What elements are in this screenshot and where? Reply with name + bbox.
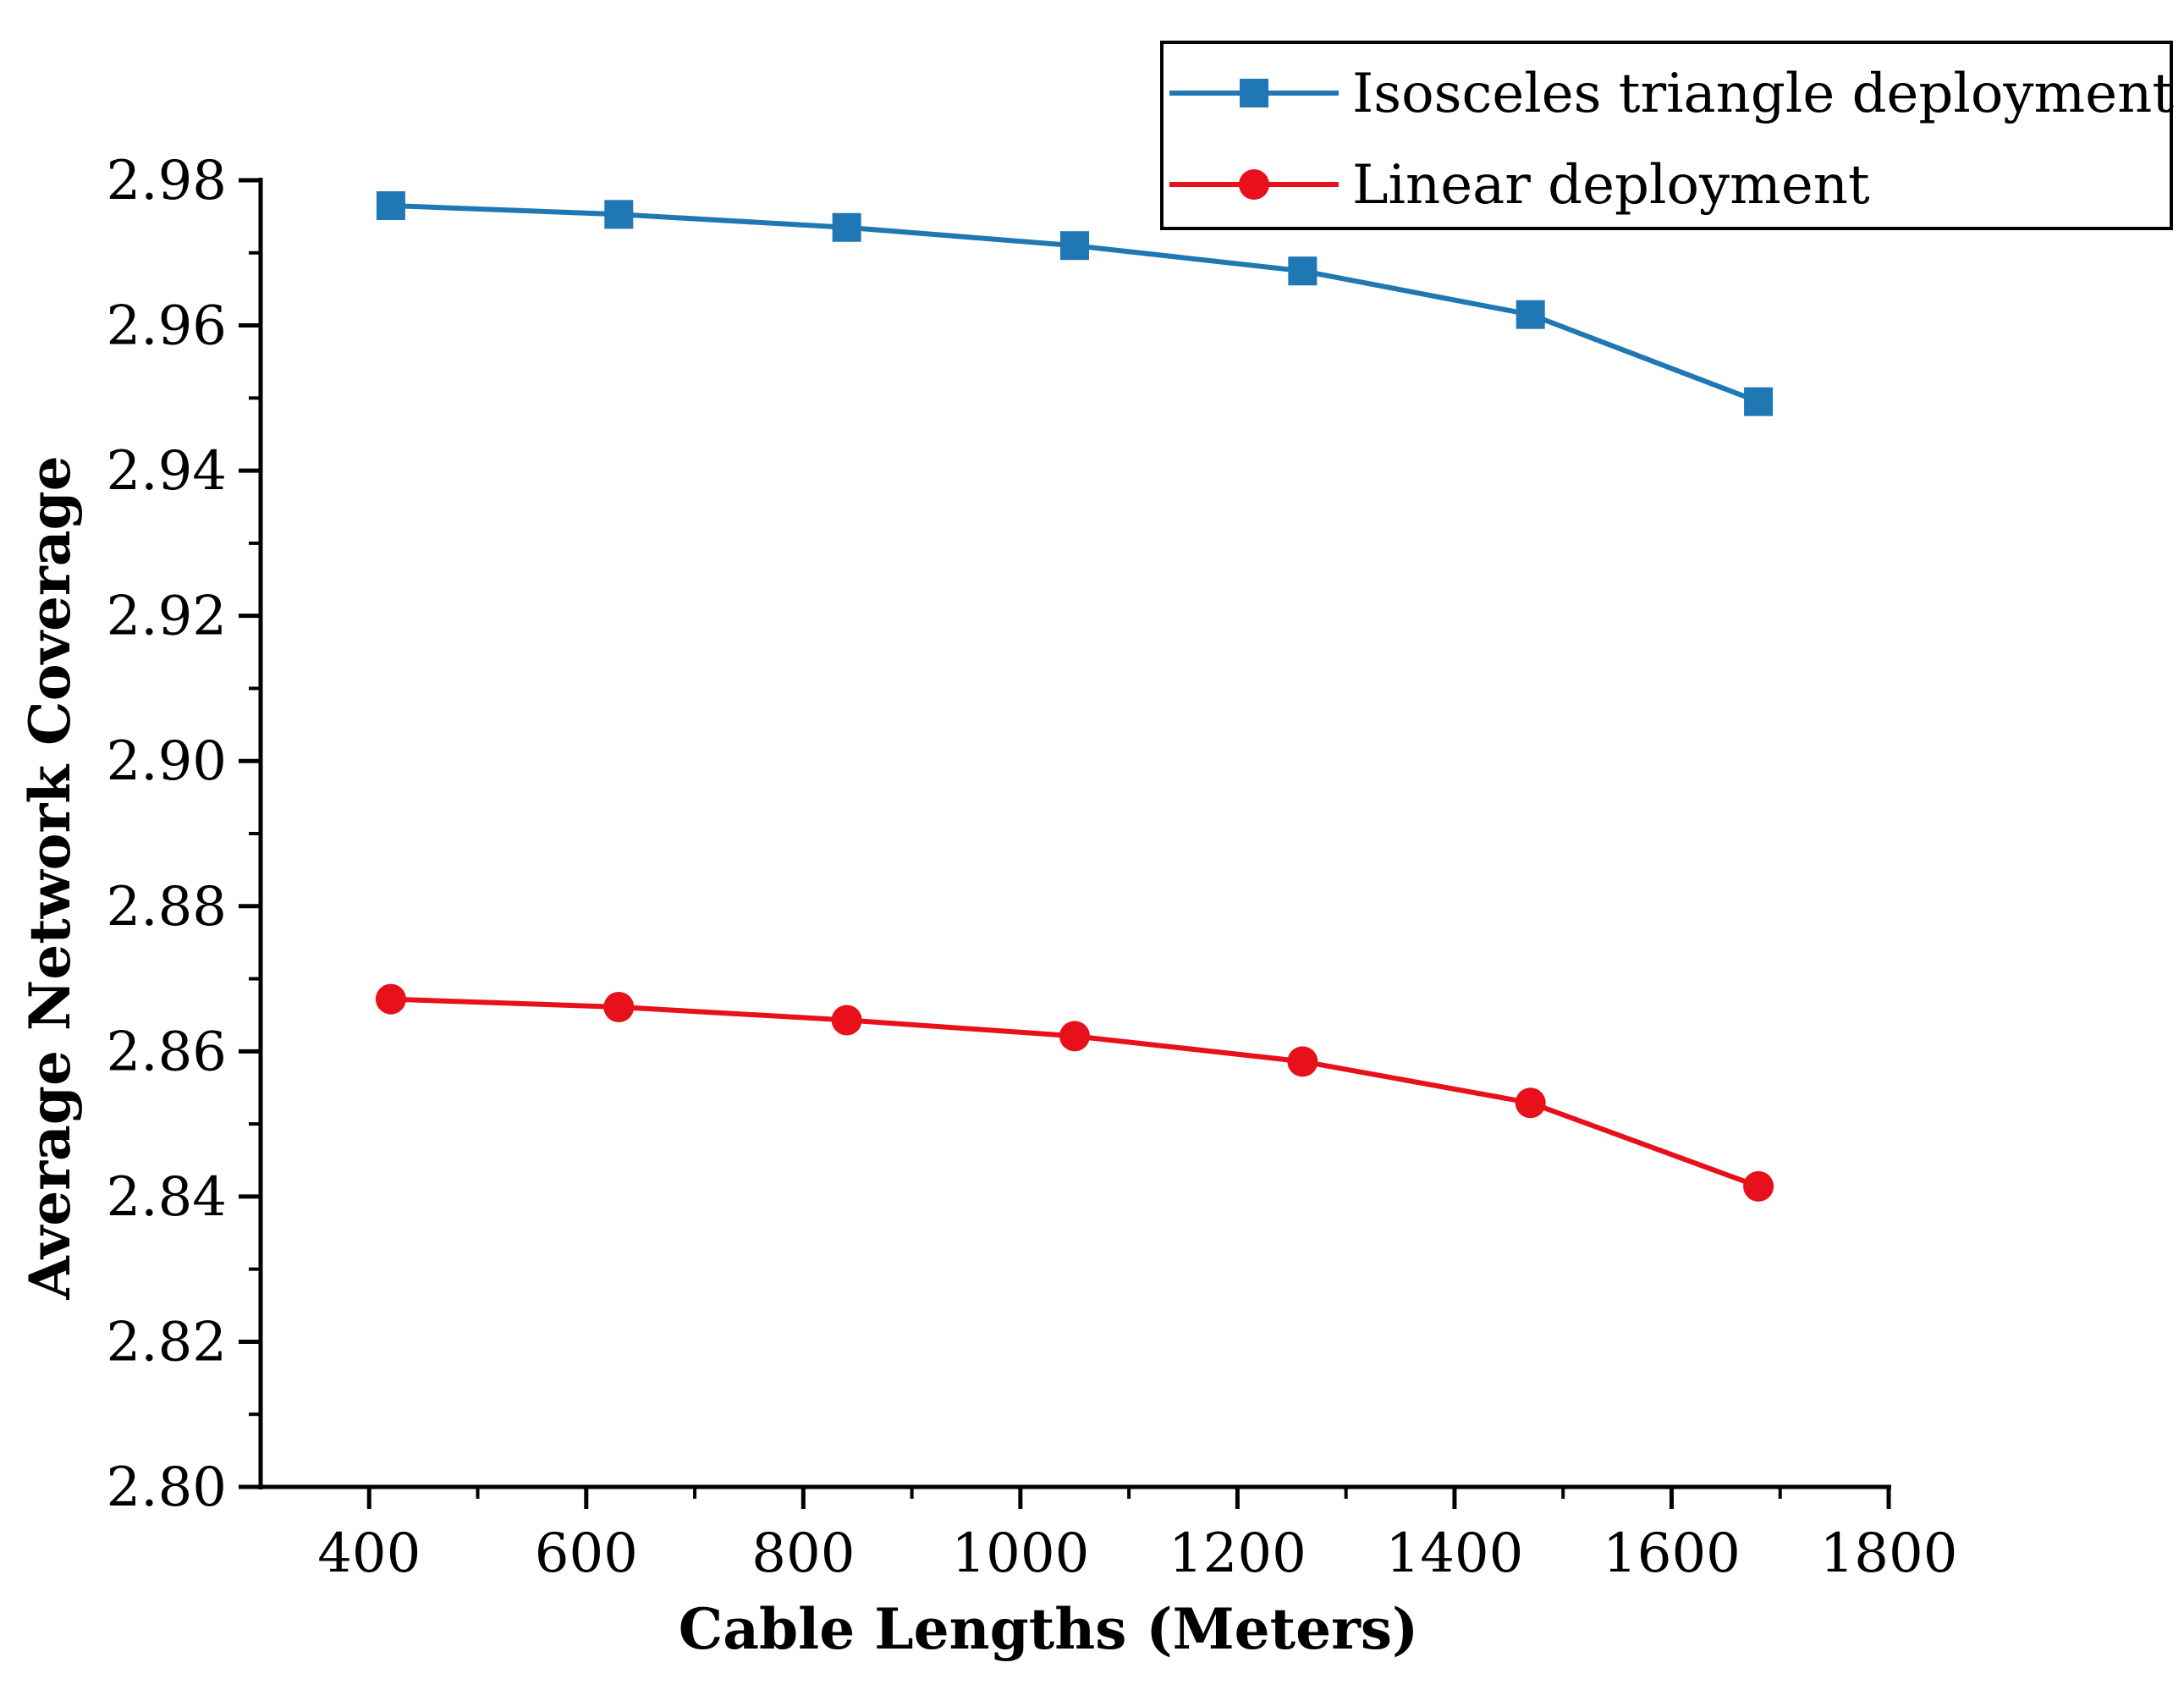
legend-label: Linear deployment: [1352, 154, 1870, 217]
y-tick-label: 2.82: [107, 1311, 228, 1373]
data-point-circle: [1515, 1087, 1546, 1119]
x-tick-label: 1400: [1385, 1522, 1523, 1585]
series-2: [375, 983, 1774, 1202]
data-point-square: [1288, 256, 1318, 286]
y-tick-label: 2.84: [107, 1166, 228, 1229]
legend-marker-circle: [1239, 169, 1269, 200]
legend-item: Linear deployment: [1169, 154, 1870, 217]
data-point-circle: [1743, 1170, 1774, 1202]
series-layer: [375, 191, 1774, 1202]
legend: Isosceles triangle deployment Linear depl…: [1160, 41, 2174, 230]
x-tick-label: 1800: [1820, 1522, 1958, 1585]
data-point-circle: [1059, 1021, 1090, 1052]
data-point-square: [1744, 387, 1774, 416]
y-tick-label: 2.98: [107, 150, 228, 212]
legend-label: Isosceles triangle deployment: [1352, 63, 2174, 125]
y-tick-label: 2.96: [107, 295, 228, 358]
x-tick-label: 1200: [1169, 1522, 1307, 1585]
x-tick-label: 600: [535, 1522, 638, 1585]
x-tick-label: 1600: [1603, 1522, 1741, 1585]
legend-marker-square: [1240, 79, 1268, 107]
data-point-circle: [831, 1005, 862, 1036]
data-point-square: [376, 191, 405, 221]
y-tick-label: 2.80: [107, 1456, 228, 1519]
x-tick-label: 800: [751, 1522, 855, 1585]
data-point-circle: [375, 983, 406, 1015]
data-point-square: [832, 212, 861, 242]
x-tick-label: 400: [317, 1522, 421, 1585]
axes: 400 600 800 1000 1200 1400 1600 1800 2.80 2.82 2.8…: [107, 150, 1958, 1585]
data-point-square: [1060, 231, 1089, 261]
y-tick-label: 2.94: [107, 440, 228, 503]
y-tick-label: 2.90: [107, 730, 228, 793]
data-point-square: [604, 200, 634, 229]
series-1: [376, 191, 1774, 416]
y-tick-label: 2.88: [107, 876, 228, 939]
legend-item: Isosceles triangle deployment: [1169, 63, 2174, 125]
x-tick-label: 1000: [951, 1522, 1089, 1585]
data-point-square: [1516, 300, 1545, 329]
data-point-circle: [603, 992, 635, 1023]
x-axis-title: Cable Lengths (Meters): [679, 1596, 1419, 1662]
legend-box: [1160, 41, 2173, 230]
y-tick-label: 2.86: [107, 1021, 228, 1083]
data-point-circle: [1287, 1046, 1318, 1077]
y-tick-label: 2.92: [107, 586, 228, 648]
y-axis-title: Average Network Coverage: [17, 455, 83, 1300]
